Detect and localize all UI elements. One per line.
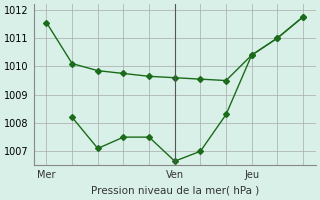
X-axis label: Pression niveau de la mer( hPa ): Pression niveau de la mer( hPa )	[91, 186, 259, 196]
